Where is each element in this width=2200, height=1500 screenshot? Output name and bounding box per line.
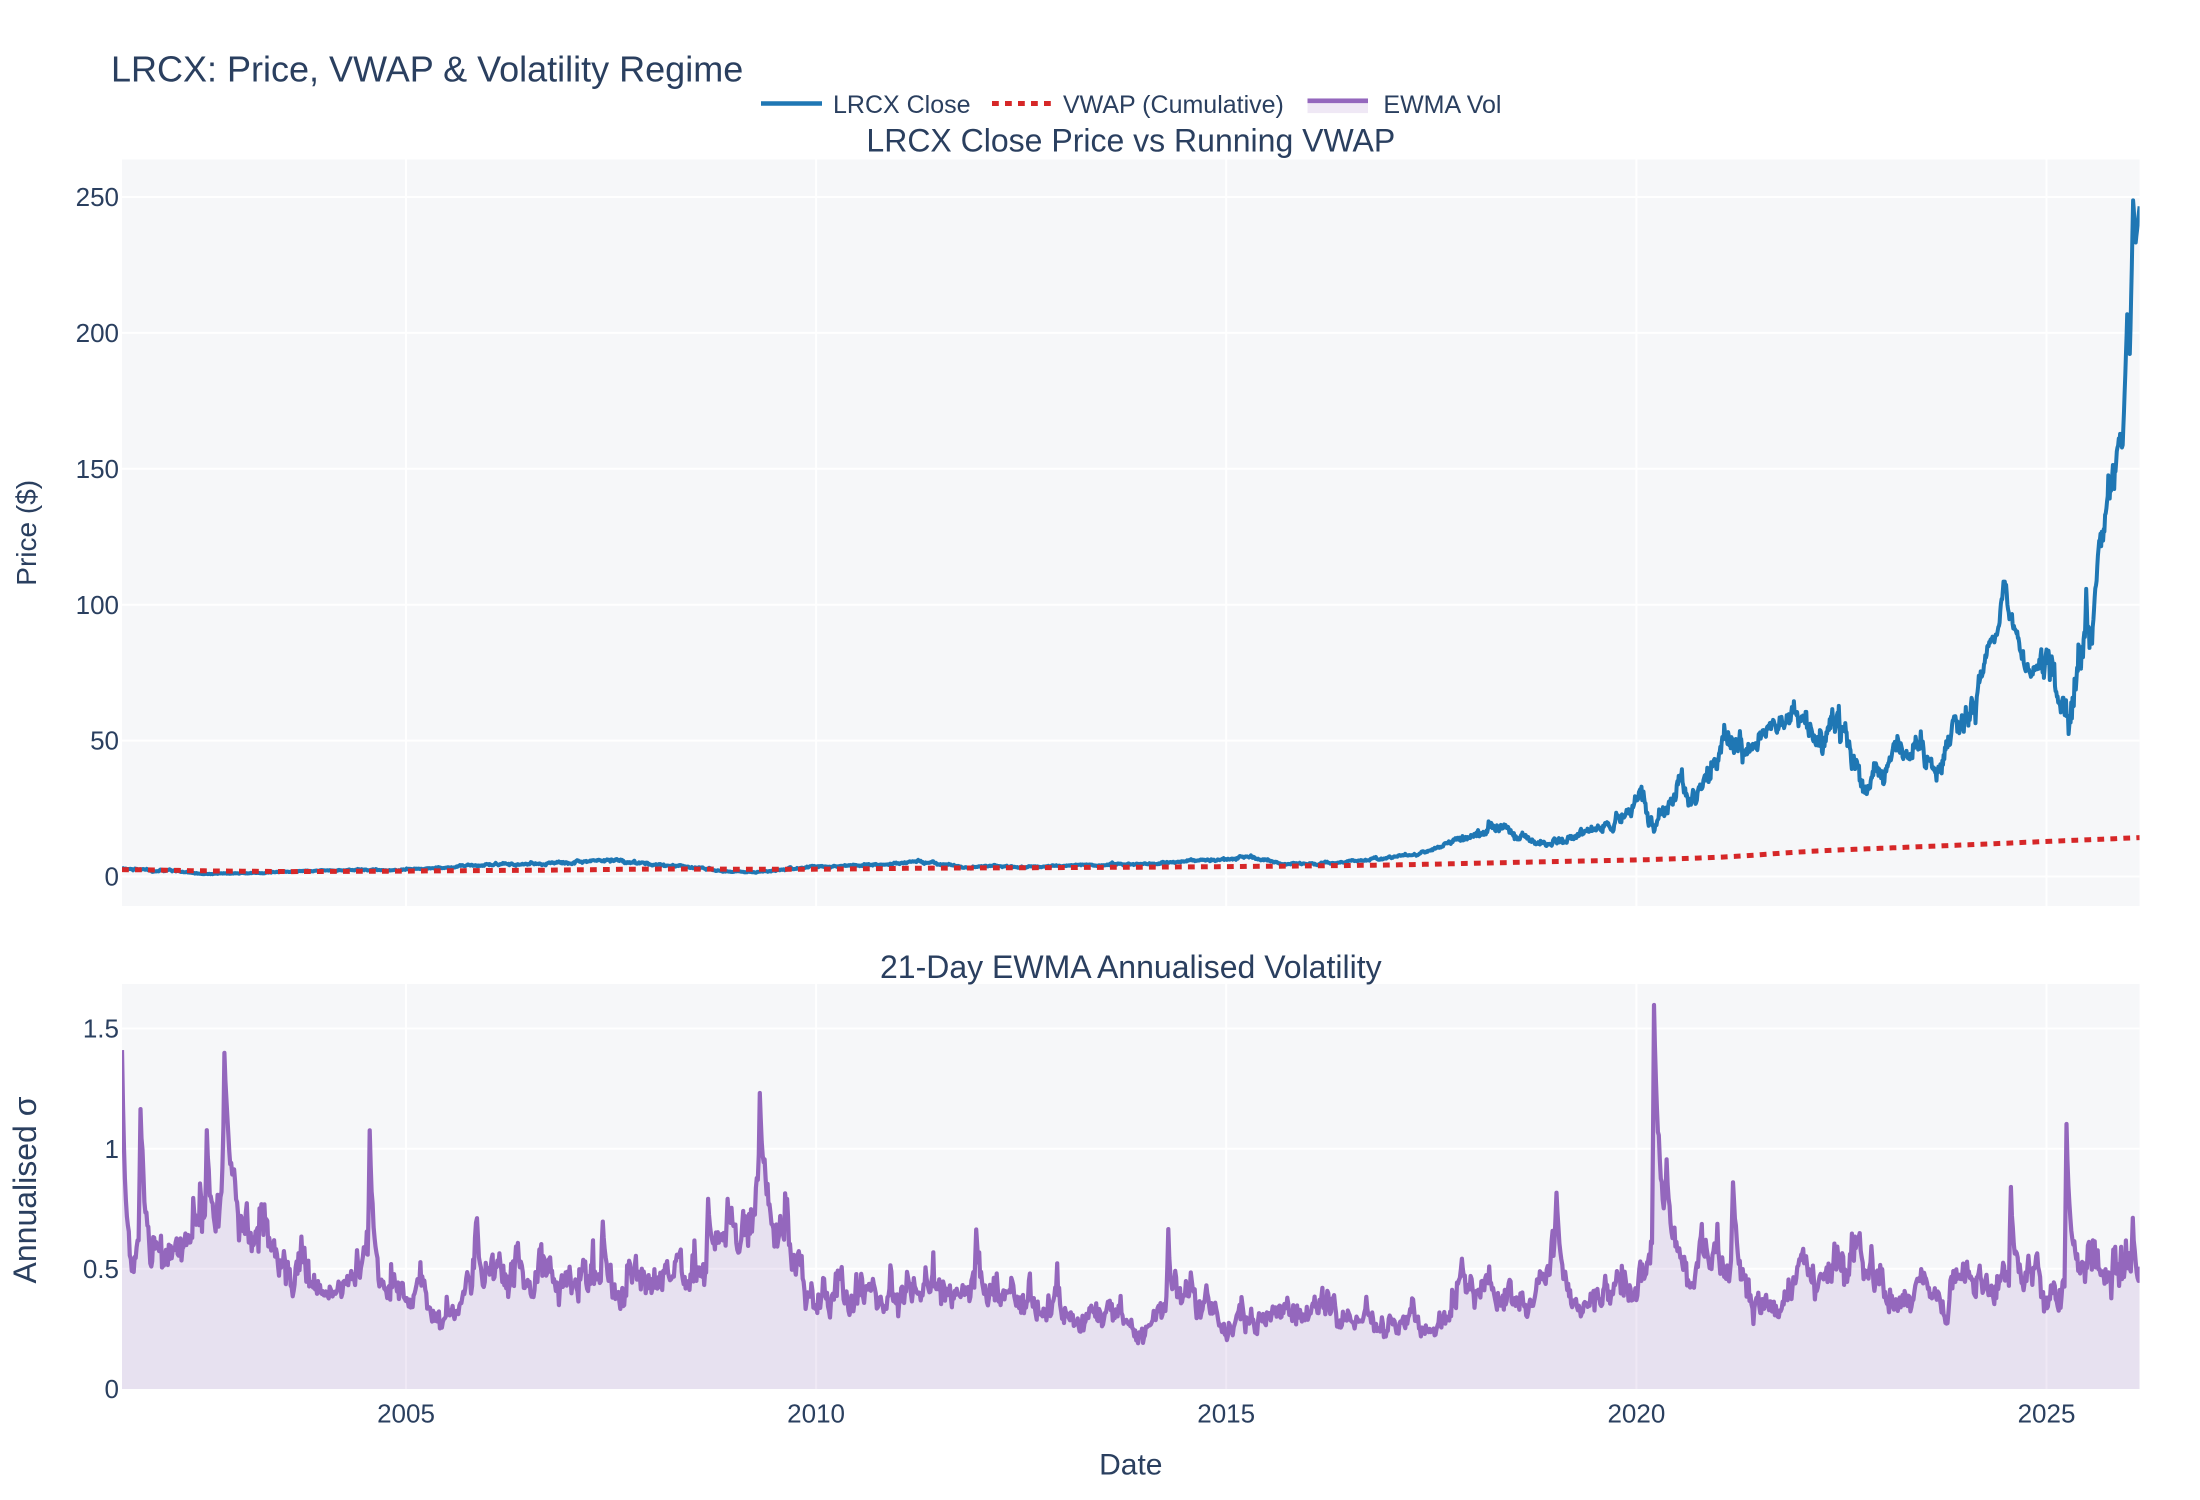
svg-text:150: 150 <box>76 454 119 484</box>
svg-text:1.5: 1.5 <box>83 1014 119 1044</box>
svg-text:0: 0 <box>105 862 119 892</box>
svg-text:Date: Date <box>1099 1448 1162 1481</box>
svg-text:2010: 2010 <box>787 1399 845 1429</box>
svg-text:0.5: 0.5 <box>83 1254 119 1284</box>
svg-text:LRCX Close: LRCX Close <box>833 91 971 119</box>
svg-text:250: 250 <box>76 182 119 212</box>
svg-text:200: 200 <box>76 318 119 348</box>
svg-text:Price ($): Price ($) <box>11 480 42 586</box>
svg-text:50: 50 <box>90 726 119 756</box>
svg-text:2005: 2005 <box>377 1399 435 1429</box>
svg-text:Annualised σ: Annualised σ <box>7 1096 43 1283</box>
svg-text:100: 100 <box>76 590 119 620</box>
svg-text:2020: 2020 <box>1607 1399 1665 1429</box>
svg-text:2015: 2015 <box>1197 1399 1255 1429</box>
svg-text:2025: 2025 <box>2018 1399 2076 1429</box>
svg-text:VWAP (Cumulative): VWAP (Cumulative) <box>1063 91 1284 119</box>
svg-text:0: 0 <box>105 1374 119 1404</box>
svg-text:EWMA Vol: EWMA Vol <box>1383 91 1501 119</box>
svg-text:LRCX: Price, VWAP & Volatility: LRCX: Price, VWAP & Volatility Regime <box>111 49 743 90</box>
svg-text:21-Day EWMA Annualised Volatil: 21-Day EWMA Annualised Volatility <box>880 949 1382 985</box>
svg-text:1: 1 <box>105 1134 119 1164</box>
svg-text:LRCX Close Price vs Running VW: LRCX Close Price vs Running VWAP <box>866 122 1395 158</box>
